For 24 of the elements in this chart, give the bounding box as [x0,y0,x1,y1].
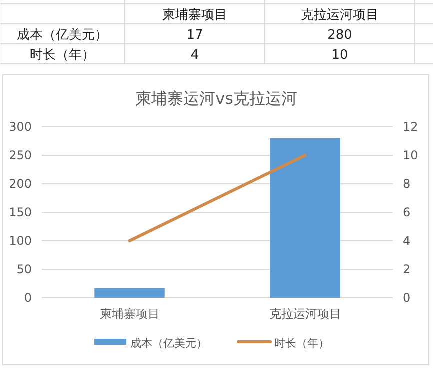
y-tick-label: 250 [9,148,32,162]
y2-tick-label: 2 [403,262,411,276]
y2-tick-label: 12 [403,120,418,134]
y2-tick-label: 0 [403,291,411,305]
y2-tick-label: 10 [403,148,418,162]
x-tick-label: 柬埔寨项目 [100,307,160,321]
data-label: 4 [190,48,200,63]
y2-tick-label: 8 [403,177,411,191]
y-tick-label: 100 [9,234,32,248]
table: 柬埔寨项目 克拉运河项目 成本（亿美元） 17 280 时长（年） 4 10 [0,0,433,64]
y-tick-label: 300 [9,120,32,134]
chart-title: 柬埔寨运河vs克拉运河 [136,89,298,108]
y-tick-label: 200 [9,177,32,191]
data-label: 17 [186,28,204,43]
y-tick-label: 50 [16,262,32,276]
legend-label: 成本（亿美元） [130,337,208,350]
data-label: 280 [328,28,352,43]
y2-tick-label: 4 [403,234,411,248]
y-tick-label: 150 [9,206,32,220]
y2-tick-label: 6 [403,206,411,220]
legend-label: 时长（年） [274,337,330,350]
y-tick-label: 0 [24,291,32,305]
x-tick-label: 克拉运河项目 [269,307,342,321]
data-label: 10 [332,48,348,63]
